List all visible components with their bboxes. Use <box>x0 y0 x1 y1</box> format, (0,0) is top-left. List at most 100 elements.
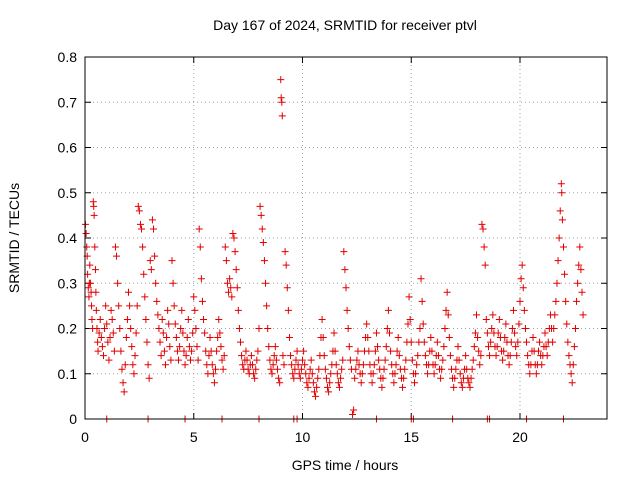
data-point <box>567 370 575 378</box>
data-point <box>574 279 582 287</box>
data-point <box>93 325 101 332</box>
data-point <box>95 329 103 337</box>
data-point <box>217 343 225 351</box>
data-point <box>223 279 231 287</box>
data-point <box>247 352 255 360</box>
data-point <box>441 325 449 332</box>
data-point <box>115 302 123 310</box>
data-point <box>477 352 485 360</box>
data-point <box>205 352 213 360</box>
data-point <box>502 320 510 328</box>
data-point <box>302 370 310 378</box>
data-point <box>86 261 94 269</box>
data-point <box>94 338 102 346</box>
data-point <box>227 284 235 292</box>
data-point <box>148 216 156 224</box>
data-point <box>565 352 573 360</box>
data-point <box>226 275 234 283</box>
data-point <box>244 365 252 373</box>
data-point <box>143 338 151 346</box>
data-point <box>173 347 181 355</box>
data-point <box>529 334 537 342</box>
data-point <box>233 284 241 292</box>
data-point <box>139 243 147 251</box>
data-point <box>480 243 488 251</box>
data-point <box>193 343 201 351</box>
data-point <box>501 334 509 342</box>
data-point <box>281 248 289 256</box>
data-point <box>532 370 540 378</box>
data-point <box>500 347 508 355</box>
data-point <box>146 257 154 265</box>
data-point <box>238 352 246 360</box>
data-point <box>263 302 271 310</box>
data-point <box>524 352 532 360</box>
data-point <box>577 266 585 274</box>
data-point <box>98 343 106 351</box>
data-point <box>576 243 584 251</box>
x-tick-label: 5 <box>190 429 198 445</box>
data-point <box>182 352 190 360</box>
data-point <box>474 334 482 342</box>
data-point <box>132 329 140 337</box>
data-point <box>569 361 577 369</box>
data-point <box>486 352 494 360</box>
data-point <box>153 297 161 305</box>
data-point <box>523 338 531 346</box>
data-point <box>309 379 317 387</box>
data-point <box>218 356 226 364</box>
data-point <box>117 347 125 355</box>
data-point <box>555 234 563 242</box>
data-point <box>105 356 113 364</box>
data-point <box>450 383 458 391</box>
data-point <box>259 239 267 247</box>
data-point <box>254 347 262 355</box>
data-point <box>216 329 224 337</box>
data-point <box>88 315 96 323</box>
data-point <box>310 388 318 396</box>
data-point <box>158 315 166 323</box>
data-point <box>243 356 251 364</box>
data-point <box>334 379 342 387</box>
data-point <box>239 361 247 369</box>
data-point <box>462 352 470 360</box>
data-point <box>346 356 354 364</box>
data-point <box>473 311 480 319</box>
data-point <box>483 329 491 337</box>
data-point <box>341 266 349 274</box>
data-point <box>91 243 99 251</box>
data-point <box>164 306 172 314</box>
data-point <box>383 325 391 332</box>
data-point <box>343 306 351 314</box>
data-point <box>391 370 399 378</box>
data-point <box>287 352 295 360</box>
data-point <box>553 279 561 287</box>
data-point <box>277 94 285 102</box>
data-point <box>455 356 463 364</box>
data-point <box>88 302 96 310</box>
data-point <box>215 315 223 323</box>
data-point <box>279 352 287 360</box>
data-point <box>339 356 347 364</box>
data-point <box>382 343 390 351</box>
y-tick-label: 0.1 <box>58 366 78 382</box>
data-point <box>470 343 478 351</box>
data-point <box>229 229 237 237</box>
data-point <box>517 275 525 283</box>
data-point <box>284 306 292 314</box>
data-point <box>275 374 283 382</box>
data-point <box>471 329 479 337</box>
data-point <box>133 302 141 310</box>
data-point <box>154 311 162 319</box>
data-point <box>492 352 500 360</box>
data-point <box>508 325 516 332</box>
data-point <box>400 374 408 382</box>
y-axis-label: SRMTID / TECUs <box>6 183 22 293</box>
data-point <box>395 352 403 360</box>
data-point <box>326 379 334 387</box>
data-point <box>111 243 119 251</box>
data-point <box>296 374 304 382</box>
data-point <box>349 410 357 418</box>
data-point <box>186 356 194 364</box>
data-point <box>440 343 448 351</box>
